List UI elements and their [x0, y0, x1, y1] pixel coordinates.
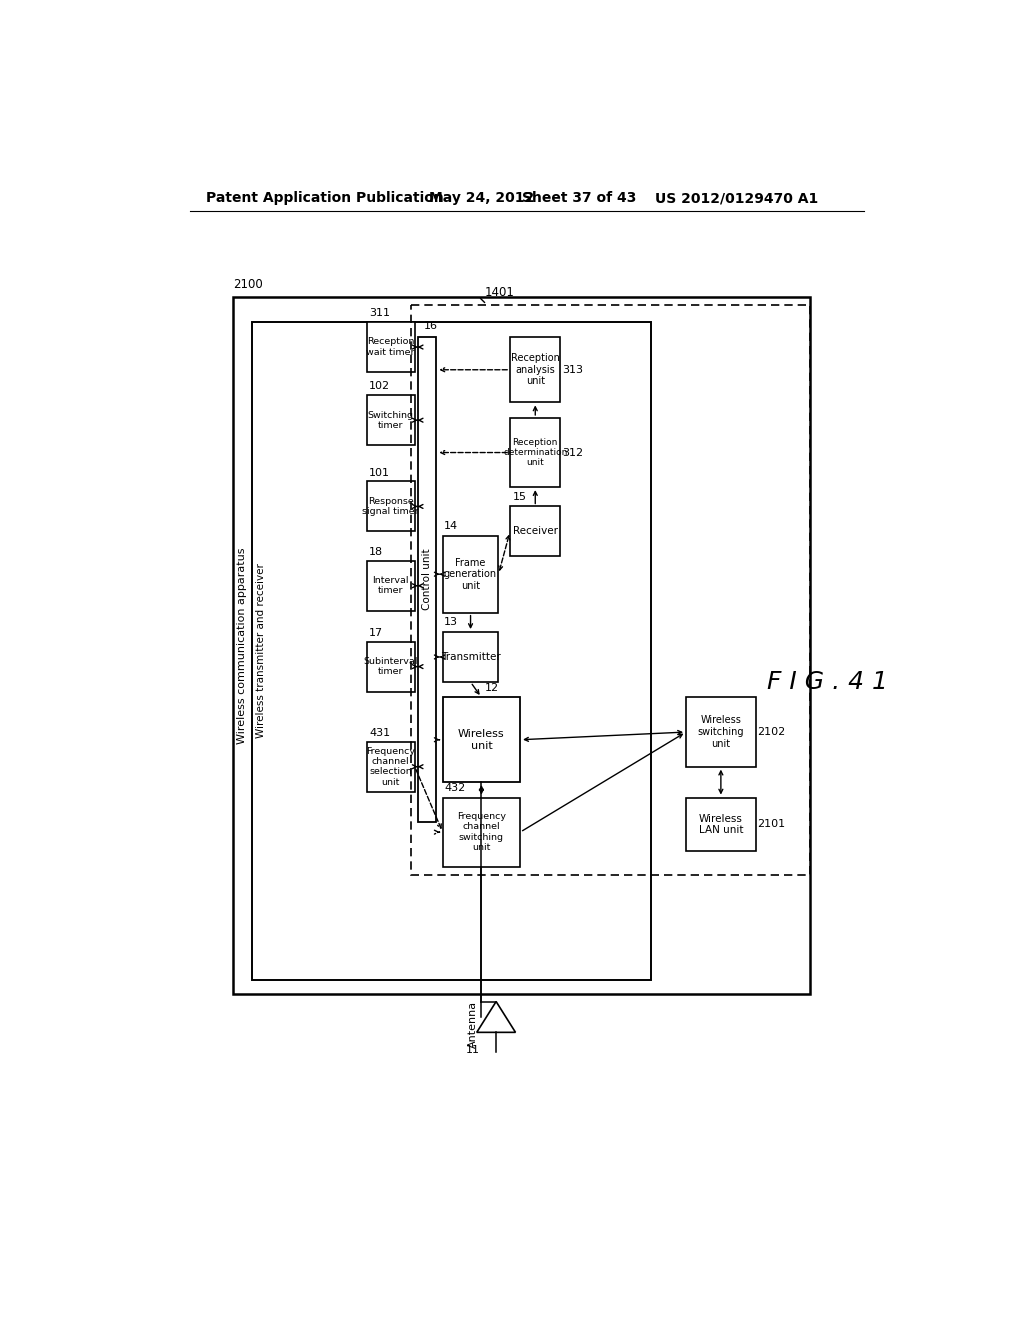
Text: 313: 313 — [562, 364, 583, 375]
Text: 18: 18 — [369, 546, 383, 557]
Text: Wireless communication apparatus: Wireless communication apparatus — [237, 548, 247, 743]
Text: 13: 13 — [444, 618, 458, 627]
Bar — [510, 507, 560, 557]
Bar — [442, 797, 520, 867]
Text: 311: 311 — [369, 308, 390, 318]
Text: Wireless
switching
unit: Wireless switching unit — [697, 715, 744, 748]
Text: Frequency
channel
switching
unit: Frequency channel switching unit — [457, 812, 506, 853]
Text: 2100: 2100 — [232, 277, 262, 290]
Text: 17: 17 — [369, 628, 383, 638]
Bar — [418, 337, 436, 822]
Bar — [510, 418, 560, 487]
Text: 431: 431 — [369, 727, 390, 738]
Text: 2102: 2102 — [758, 727, 785, 737]
Text: 16: 16 — [424, 321, 438, 331]
Text: 15: 15 — [512, 492, 526, 502]
Bar — [367, 561, 415, 611]
Bar — [442, 536, 499, 612]
Text: 432: 432 — [444, 783, 466, 793]
Text: Reception
analysis
unit: Reception analysis unit — [511, 354, 560, 387]
Text: Reception
wait timer: Reception wait timer — [367, 338, 415, 356]
Bar — [686, 797, 756, 851]
Text: Control unit: Control unit — [422, 549, 432, 610]
Text: F I G . 4 1: F I G . 4 1 — [767, 671, 888, 694]
Text: Antenna: Antenna — [468, 1001, 478, 1048]
Text: 2101: 2101 — [758, 820, 785, 829]
Bar — [510, 337, 560, 403]
Bar — [442, 697, 520, 781]
Text: 12: 12 — [485, 682, 500, 693]
Text: Patent Application Publication: Patent Application Publication — [206, 191, 443, 206]
Bar — [232, 297, 810, 994]
Text: Reception
determination
unit: Reception determination unit — [503, 438, 567, 467]
Text: Wireless
LAN unit: Wireless LAN unit — [698, 813, 743, 836]
Bar — [367, 322, 415, 372]
Text: Response
signal timer: Response signal timer — [362, 496, 419, 516]
Text: Transmitter: Transmitter — [440, 652, 501, 661]
Text: Subinterval
timer: Subinterval timer — [364, 657, 418, 676]
Text: 101: 101 — [369, 467, 390, 478]
Text: 14: 14 — [444, 521, 459, 531]
Text: Switching
timer: Switching timer — [368, 411, 414, 430]
Text: 102: 102 — [369, 381, 390, 391]
Bar — [442, 632, 499, 682]
Text: 11: 11 — [466, 1045, 480, 1056]
Text: Interval
timer: Interval timer — [373, 576, 409, 595]
Bar — [686, 697, 756, 767]
Text: Frame
generation
unit: Frame generation unit — [444, 557, 497, 591]
Bar — [367, 482, 415, 532]
Bar — [252, 322, 651, 979]
Bar — [367, 742, 415, 792]
Text: Frequency
channel
selection
unit: Frequency channel selection unit — [367, 747, 415, 787]
Bar — [411, 305, 810, 874]
Text: 312: 312 — [562, 447, 583, 458]
Text: Wireless transmitter and receiver: Wireless transmitter and receiver — [256, 564, 266, 738]
Text: Sheet 37 of 43: Sheet 37 of 43 — [521, 191, 636, 206]
Bar — [367, 642, 415, 692]
Text: 1401: 1401 — [484, 285, 514, 298]
Text: Receiver: Receiver — [513, 527, 558, 536]
Text: US 2012/0129470 A1: US 2012/0129470 A1 — [655, 191, 818, 206]
Text: May 24, 2012: May 24, 2012 — [429, 191, 534, 206]
Text: Wireless
unit: Wireless unit — [458, 729, 505, 751]
Bar — [367, 395, 415, 445]
